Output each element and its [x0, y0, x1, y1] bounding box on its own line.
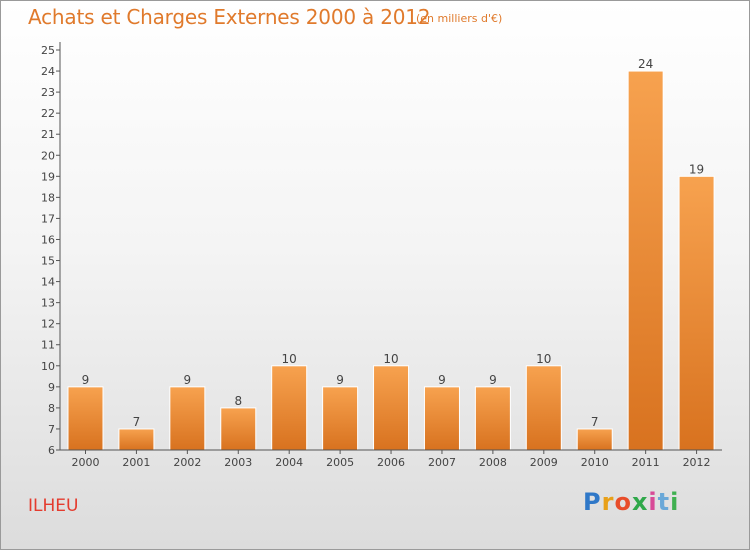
- data-label: 9: [489, 373, 497, 387]
- bar: [271, 365, 308, 451]
- x-tick-label: 2012: [683, 456, 711, 469]
- y-tick-label: 15: [41, 255, 55, 268]
- y-tick-label: 17: [41, 212, 55, 225]
- data-label: 19: [689, 162, 704, 176]
- chart-subtitle: (en milliers d'€): [416, 12, 503, 25]
- data-label: 10: [536, 352, 551, 366]
- data-label: 10: [282, 352, 297, 366]
- chart-title: Achats et Charges Externes 2000 à 2012: [28, 5, 431, 29]
- bar: [322, 386, 359, 451]
- x-tick-label: 2004: [275, 456, 303, 469]
- bar: [373, 365, 410, 451]
- y-tick-label: 20: [41, 149, 55, 162]
- data-label: 9: [438, 373, 446, 387]
- y-tick-label: 9: [48, 381, 55, 394]
- x-tick-label: 2011: [632, 456, 660, 469]
- x-tick-label: 2006: [377, 456, 405, 469]
- bar: [474, 386, 511, 451]
- bar: [576, 428, 613, 451]
- y-tick-label: 19: [41, 170, 55, 183]
- x-tick-label: 2009: [530, 456, 558, 469]
- x-tick-label: 2007: [428, 456, 456, 469]
- y-tick-label: 23: [41, 86, 55, 99]
- bar: [169, 386, 206, 451]
- logo-letter: P: [583, 488, 602, 516]
- y-tick-label: 22: [41, 107, 55, 120]
- bar: [627, 70, 664, 451]
- data-label: 24: [638, 57, 653, 71]
- x-tick-label: 2000: [72, 456, 100, 469]
- y-tick-label: 8: [48, 402, 55, 415]
- bar: [525, 365, 562, 451]
- y-tick-label: 11: [41, 339, 55, 352]
- logo-letter: o: [614, 488, 632, 516]
- logo-letter: i: [670, 488, 680, 516]
- logo-letter: t: [657, 488, 671, 516]
- bar: [423, 386, 460, 451]
- y-tick-label: 6: [48, 444, 55, 457]
- x-tick-label: 2010: [581, 456, 609, 469]
- y-tick-label: 16: [41, 233, 55, 246]
- proxiti-logo[interactable]: Proxiti: [583, 488, 679, 516]
- logo-letter: x: [631, 488, 649, 516]
- bar: [67, 386, 104, 451]
- y-tick-label: 25: [41, 44, 55, 57]
- x-tick-label: 2003: [224, 456, 252, 469]
- commune-name: ILHEU: [28, 496, 79, 516]
- y-tick-label: 10: [41, 360, 55, 373]
- y-tick-label: 24: [41, 65, 55, 78]
- logo-letter: i: [648, 488, 658, 516]
- x-tick-label: 2005: [326, 456, 354, 469]
- data-label: 9: [184, 373, 192, 387]
- y-tick-label: 13: [41, 297, 55, 310]
- bar: [220, 407, 257, 451]
- data-label: 8: [234, 394, 242, 408]
- x-tick-label: 2001: [122, 456, 150, 469]
- x-tick-label: 2008: [479, 456, 507, 469]
- y-tick-label: 18: [41, 191, 55, 204]
- bar: [118, 428, 155, 451]
- data-label: 7: [133, 415, 141, 429]
- data-label: 9: [336, 373, 344, 387]
- y-tick-label: 14: [41, 276, 55, 289]
- y-tick-label: 12: [41, 318, 55, 331]
- bar: [678, 175, 715, 451]
- y-tick-label: 21: [41, 128, 55, 141]
- logo-letter: r: [601, 488, 615, 516]
- data-label: 10: [383, 352, 398, 366]
- y-tick-label: 7: [48, 423, 55, 436]
- data-label: 9: [82, 373, 90, 387]
- x-tick-label: 2002: [173, 456, 201, 469]
- data-label: 7: [591, 415, 599, 429]
